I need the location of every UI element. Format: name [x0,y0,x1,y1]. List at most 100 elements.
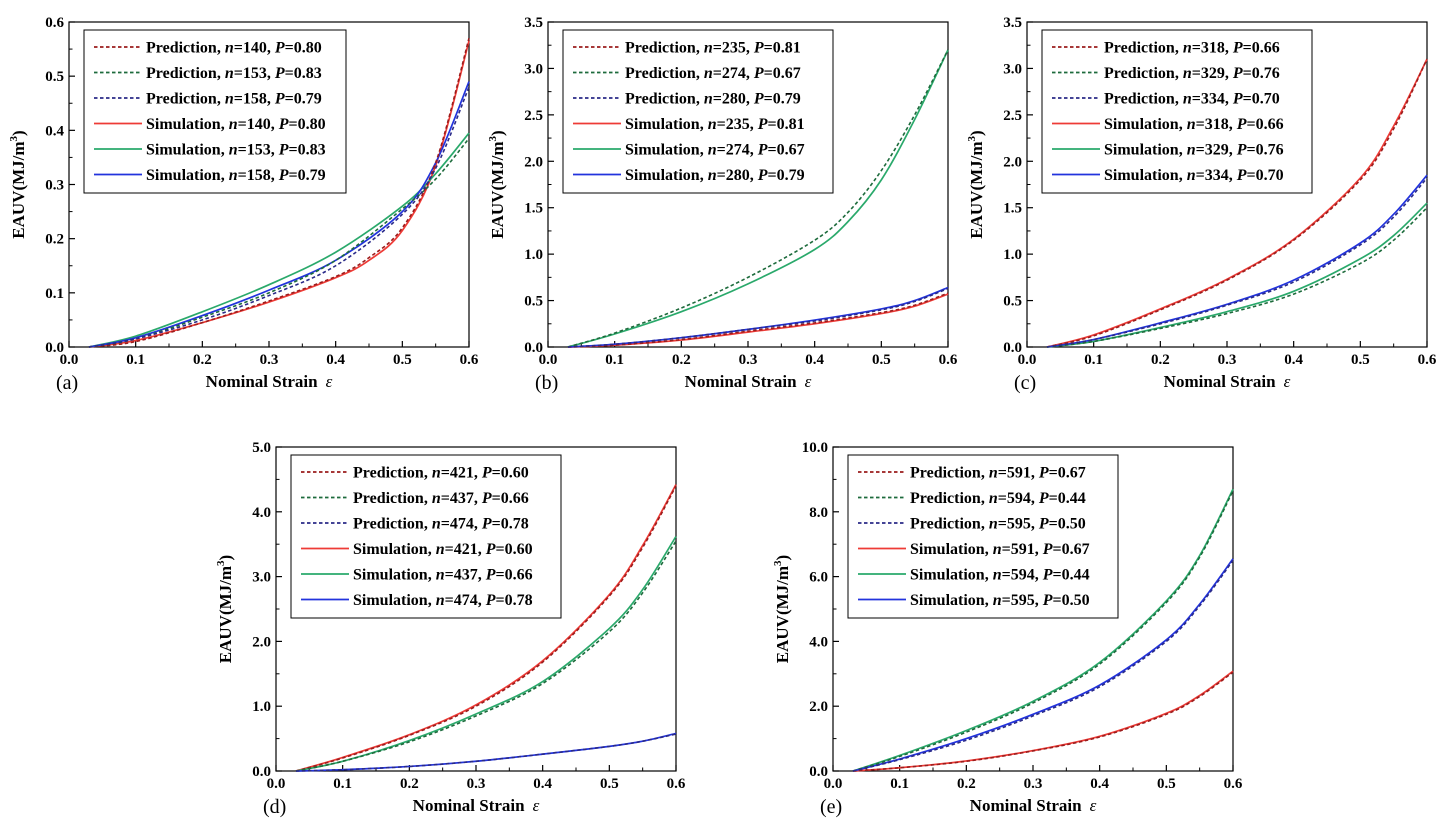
y-tick-label: 2.5 [1003,108,1022,124]
y-tick-label: 3.5 [524,15,543,31]
series-line-prediction-n595 [852,559,1234,772]
x-tick-label: 0.4 [805,352,824,368]
legend-entry: Prediction, n=594, P=0.44 [910,490,1086,507]
x-axis-title-text: Nominal Strain [970,796,1082,815]
y-tick-label: 0.6 [45,15,64,31]
legend-box [1041,29,1313,194]
x-axis-title: Nominal Strain ε [413,796,540,815]
x-tick-label: 0.6 [1418,352,1437,368]
series-line-prediction-n158 [88,86,470,348]
y-tick-label: 1.0 [524,247,543,263]
x-axis-symbol: ε [326,372,333,391]
x-axis-symbol: ε [805,372,812,391]
legend-entry: Prediction, n=280, P=0.79 [625,91,801,108]
chart-panel: 0.0 0.1 0.2 0.3 0.4 0.5 0.6 0.0 0.5 1.0 1.5 2.0 2.5 3… [487,15,958,394]
y-tick-label: 0.0 [45,340,64,356]
legend-entry: Prediction, n=235, P=0.81 [625,40,801,57]
panel-label: (e) [820,796,842,818]
y-tick-label: 2.0 [524,154,543,170]
x-axis-title-text: Nominal Strain [685,372,797,391]
y-axis-title: EAUV(MJ/m3) [772,555,792,663]
y-tick-label: 2.0 [1003,154,1022,170]
chart-panel: 0.0 0.1 0.2 0.3 0.4 0.5 0.6 0.0 2.0 4.0 6.0 8.0 10.0… [772,440,1243,818]
legend-entry: Prediction, n=437, P=0.66 [353,490,529,507]
x-tick-label: 0.1 [890,776,909,792]
x-tick-label: 0.6 [667,776,686,792]
series-line-simulation-n235 [567,293,949,348]
y-axis-title: EAUV(MJ/m3) [215,555,235,663]
y-tick-label: 2.0 [809,699,828,715]
y-axis-title-close: ) [9,130,28,136]
y-axis-title: EAUV(MJ/m3) [966,130,986,238]
series-line-prediction-n280 [567,287,949,348]
legend-entry: Simulation, n=421, P=0.60 [353,541,533,558]
x-tick-label: 0.0 [267,776,286,792]
x-axis-title: Nominal Strain ε [206,372,333,391]
legend-entry: Simulation, n=140, P=0.80 [146,116,326,133]
legend-entry: Simulation, n=334, P=0.70 [1104,167,1284,184]
y-tick-label: 10.0 [802,440,828,456]
x-tick-label: 0.1 [1084,352,1103,368]
legend-box [83,29,347,194]
y-tick-label: 6.0 [809,570,828,586]
x-tick-label: 0.4 [1090,776,1109,792]
legend-entry: Prediction, n=334, P=0.70 [1104,91,1280,108]
x-tick-label: 0.3 [739,352,758,368]
x-tick-label: 0.3 [467,776,486,792]
legend-entry: Prediction, n=153, P=0.83 [146,65,322,82]
y-tick-label: 0.0 [1003,340,1022,356]
legend-entry: Prediction, n=274, P=0.67 [625,65,801,82]
x-axis-symbol: ε [533,796,540,815]
x-tick-label: 0.5 [872,352,891,368]
y-tick-label: 0.5 [1003,294,1022,310]
x-tick-label: 0.3 [1218,352,1237,368]
panel-label: (a) [56,372,78,394]
y-tick-label: 1.5 [1003,201,1022,217]
legend-entry: Prediction, n=474, P=0.78 [353,516,529,533]
x-tick-label: 0.2 [400,776,419,792]
x-tick-label: 0.2 [193,352,212,368]
series-line-prediction-n591 [852,671,1234,772]
x-tick-label: 0.5 [393,352,412,368]
x-tick-label: 0.2 [957,776,976,792]
legend-entry: Prediction, n=318, P=0.66 [1104,40,1280,57]
legend-entry: Simulation, n=280, P=0.79 [625,167,805,184]
y-axis-title-sup: 3 [772,560,784,566]
x-tick-label: 0.0 [539,352,558,368]
legend-entry: Simulation, n=274, P=0.67 [625,142,805,159]
y-axis-title-text: EAUV(MJ/m [488,141,507,238]
y-tick-label: 0.4 [45,123,64,139]
y-axis-title-close: ) [773,555,792,561]
x-tick-label: 0.0 [824,776,843,792]
y-tick-label: 0.1 [45,286,64,302]
x-tick-label: 0.0 [60,352,79,368]
series-line-simulation-n595 [852,558,1234,772]
legend-box [290,454,562,619]
series-line-prediction-n274 [567,49,949,348]
legend-entry: Simulation, n=235, P=0.81 [625,116,805,133]
legend-box [562,29,834,194]
y-tick-label: 0.0 [809,764,828,780]
y-tick-label: 5.0 [252,440,271,456]
x-axis-title: Nominal Strain ε [970,796,1097,815]
y-tick-label: 3.5 [1003,15,1022,31]
x-tick-label: 0.4 [533,776,552,792]
x-tick-label: 0.1 [605,352,624,368]
x-tick-label: 0.1 [126,352,145,368]
y-axis-title-text: EAUV(MJ/m [216,566,235,663]
legend-entry: Prediction, n=158, P=0.79 [146,91,322,108]
x-tick-label: 0.2 [1151,352,1170,368]
legend-entry: Simulation, n=158, P=0.79 [146,167,326,184]
legend-entry: Prediction, n=595, P=0.50 [910,516,1086,533]
y-axis-title: EAUV(MJ/m3) [487,130,507,238]
y-axis-title-sup: 3 [966,135,978,141]
x-axis-symbol: ε [1284,372,1291,391]
y-axis-title: EAUV(MJ/m3) [8,130,28,238]
x-tick-label: 0.5 [1351,352,1370,368]
y-axis-title-close: ) [488,130,507,136]
y-axis-title-sup: 3 [215,560,227,566]
legend-entry: Simulation, n=318, P=0.66 [1104,116,1284,133]
series-line-simulation-n334 [1046,174,1428,348]
x-tick-label: 0.4 [326,352,345,368]
x-tick-label: 0.6 [1224,776,1243,792]
